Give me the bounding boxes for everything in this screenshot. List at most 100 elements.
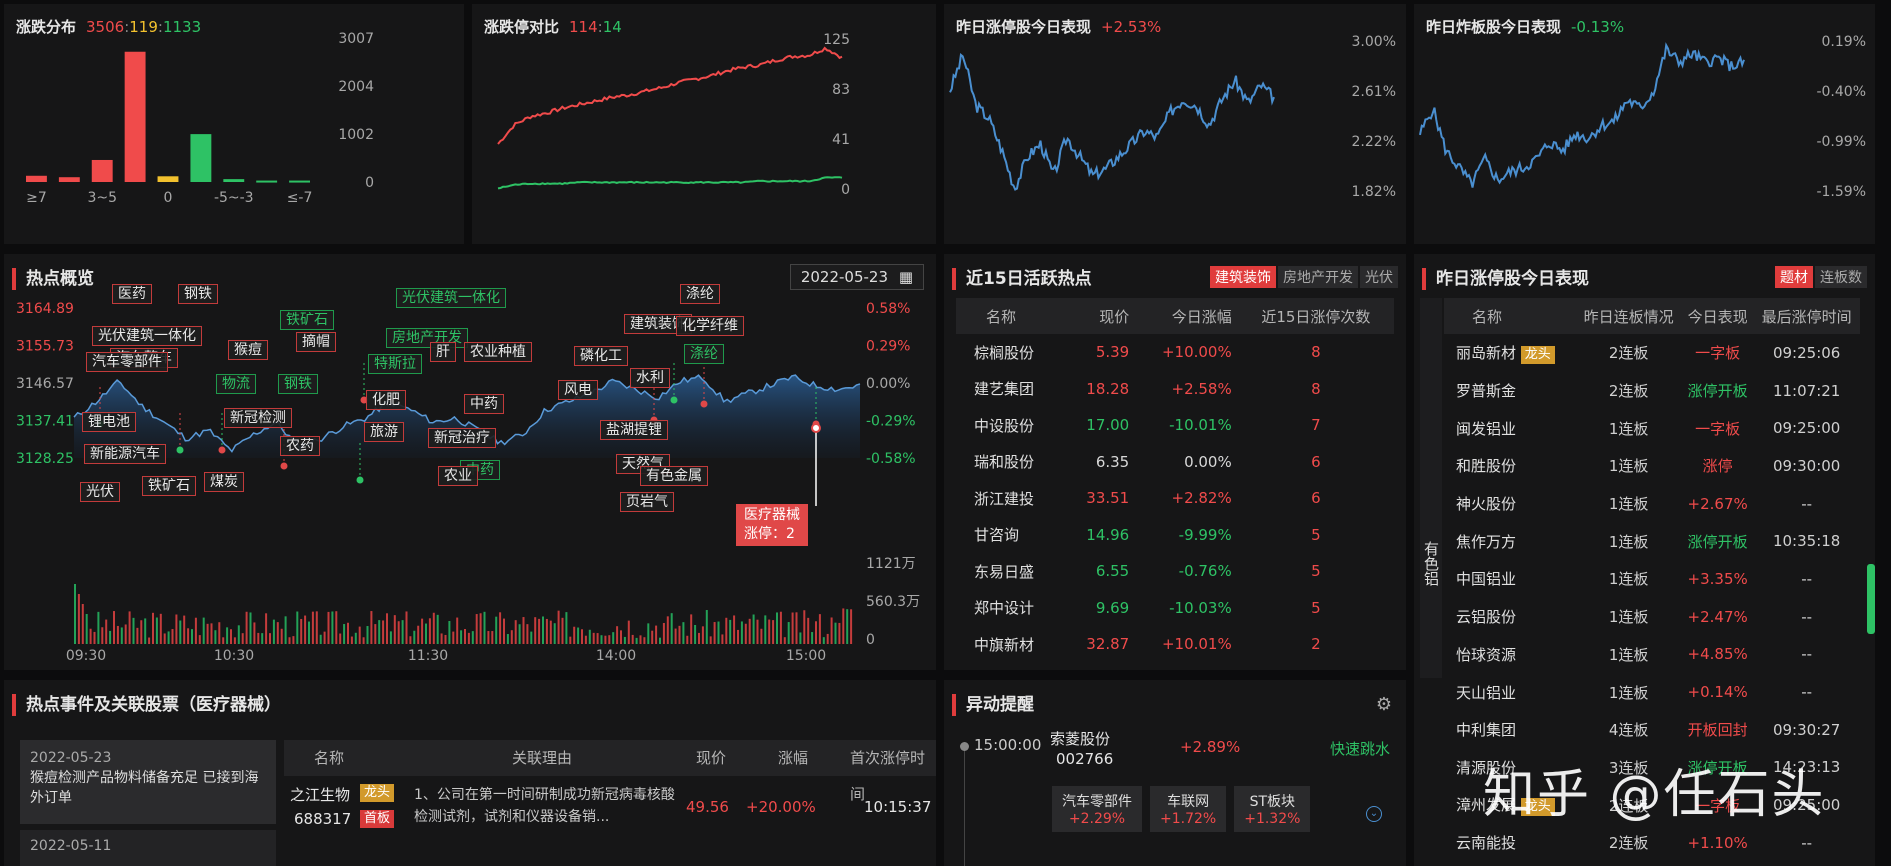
sector-chip[interactable]: 汽车零部件 +2.29% [1052, 786, 1142, 832]
hot-topic-tag[interactable]: 肝 [430, 342, 456, 362]
table-row[interactable]: 瑞和股份 6.35 0.00% 6 [956, 444, 1394, 481]
hot-topic-tag[interactable]: 医药 [112, 284, 152, 304]
table-row[interactable]: 云铝股份 1连板 +2.47% -- [1444, 598, 1860, 636]
hot-topic-tag[interactable]: 涤纶 [680, 284, 720, 304]
hot-topic-tag[interactable]: 光伏建筑一体化 [396, 288, 506, 308]
tab-board-count[interactable]: 连板数 [1815, 266, 1867, 288]
table-row[interactable]: 漳州发展 龙头 2连板 一字板 09:25:00 [1444, 786, 1860, 824]
expand-icon[interactable]: ⌄ [1366, 806, 1382, 822]
hot-topic-tag[interactable]: 物流 [216, 374, 256, 394]
volume-bar [623, 636, 626, 644]
hot-topic-tag[interactable]: 铁矿石 [142, 476, 196, 496]
hot-topic-tag[interactable]: 钢铁 [278, 374, 318, 394]
col-price[interactable]: 现价 [1099, 307, 1130, 326]
scrollbar[interactable] [1867, 564, 1875, 634]
active-hot-tabs: 建筑装饰 房地产开发 光伏 [1208, 266, 1398, 288]
hot-topic-tag[interactable]: 光伏建筑一体化 [92, 326, 202, 346]
hot-topic-tag[interactable]: 有色金属 [640, 466, 708, 486]
alert-stock-name[interactable]: 索菱股份 [1050, 730, 1111, 748]
table-row[interactable]: 焦作万方 1连板 涨停开板 10:35:18 [1444, 522, 1860, 560]
table-row[interactable]: 天山铝业 1连板 +0.14% -- [1444, 673, 1860, 711]
watermark: 知乎 @任石头 [1483, 765, 1826, 825]
hot-topic-tag[interactable]: 农业 [438, 466, 478, 486]
col-last-limit-time[interactable]: 最后涨停时间 [1761, 307, 1852, 326]
table-row[interactable]: 清源股份 3连板 涨停开板 14:23:13 [1444, 749, 1860, 787]
event-item[interactable]: 2022-05-23 猴痘检测产品物料储备充足 已接到海外订单 [20, 740, 276, 824]
hot-topic-tag[interactable]: 磷化工 [574, 346, 628, 366]
hot-topic-tag[interactable]: 汽车零部件 [86, 352, 168, 372]
table-row[interactable]: 怡球资源 1连板 +4.85% -- [1444, 636, 1860, 674]
volume-bar [444, 634, 447, 644]
volume-bar [89, 628, 92, 644]
hot-topic-tag[interactable]: 中药 [464, 394, 504, 414]
y-left-label: 3164.89 [16, 301, 74, 317]
col-reason[interactable]: 关联理由 [512, 749, 573, 767]
table-row[interactable]: 棕榈股份 5.39 +10.00% 8 [956, 334, 1394, 371]
col-price[interactable]: 现价 [696, 749, 727, 767]
hot-topic-tag[interactable]: 农药 [280, 436, 320, 456]
col-name[interactable]: 名称 [986, 307, 1017, 326]
tab-photovoltaic[interactable]: 光伏 [1360, 266, 1398, 288]
tab-theme[interactable]: 题材 [1775, 266, 1813, 288]
col-first-limit-time[interactable]: 首次涨停时间 [850, 749, 926, 803]
table-row[interactable]: 浙江建投 33.51 +2.82% 6 [956, 480, 1394, 517]
table-row[interactable]: 云南能投 2连板 +1.10% -- [1444, 824, 1860, 862]
table-row[interactable]: 中国铝业 1连板 +3.35% -- [1444, 560, 1860, 598]
tab-real-estate[interactable]: 房地产开发 [1278, 266, 1358, 288]
hot-topic-tag[interactable]: 特斯拉 [368, 354, 422, 374]
col-change[interactable]: 今日涨幅 [1171, 307, 1232, 326]
event-stock-row[interactable]: 之江生物 688317 龙头 首板 1、公司在第一时间研制成功新冠病毒核酸检测试… [284, 780, 936, 840]
table-row[interactable]: 闽发铝业 1连板 一字板 09:25:00 [1444, 409, 1860, 447]
sector-chip[interactable]: ST板块 +1.32% [1234, 786, 1311, 832]
table-row[interactable]: 丽岛新材 龙头 2连板 一字板 09:25:06 [1444, 334, 1860, 372]
hot-topic-tag[interactable]: 页岩气 [620, 492, 674, 512]
hot-topic-tag[interactable]: 煤炭 [204, 472, 244, 492]
alert-sector-chips: 汽车零部件 +2.29% 车联网 +1.72% ST板块 +1.32% [1052, 786, 1311, 832]
sector-chip[interactable]: 车联网 +1.72% [1150, 786, 1227, 832]
settings-icon[interactable]: ⚙ [1375, 694, 1392, 715]
table-row[interactable]: 建艺集团 18.28 +2.58% 8 [956, 371, 1394, 408]
tab-construction-decor[interactable]: 建筑装饰 [1210, 266, 1276, 288]
sector-label[interactable]: 有色铝 [1420, 298, 1442, 678]
hot-topic-tag[interactable]: 风电 [558, 380, 598, 400]
hot-topic-tag[interactable]: 旅游 [364, 422, 404, 442]
hot-topic-tag[interactable]: 新冠治疗 [428, 428, 496, 448]
date-picker[interactable]: 2022-05-23 ▦ [789, 264, 924, 290]
table-row[interactable]: 中设股份 17.00 -10.01% 7 [956, 407, 1394, 444]
hot-topic-tag[interactable]: 铁矿石 [280, 310, 334, 330]
volume-bar [573, 626, 576, 644]
table-row[interactable]: 中利集团 4连板 开板回封 09:30:27 [1444, 711, 1860, 749]
table-row[interactable]: 东易日盛 6.55 -0.76% 5 [956, 553, 1394, 590]
volume-bar [311, 611, 314, 644]
hot-topic-tag[interactable]: 摘帽 [296, 332, 336, 352]
hot-topic-tag[interactable]: 建筑装饰 [624, 314, 692, 334]
col-today-perf[interactable]: 今日表现 [1687, 307, 1748, 326]
hot-topic-tag[interactable]: 化学纤维 [676, 316, 744, 336]
col-name[interactable]: 名称 [314, 749, 345, 767]
volume-bar [288, 637, 291, 644]
event-item[interactable]: 2022-05-11 [20, 830, 276, 866]
hot-topic-tag[interactable]: 新冠检测 [224, 408, 292, 428]
table-row[interactable]: 甘咨询 14.96 -9.99% 5 [956, 517, 1394, 554]
table-row[interactable]: 中旗新材 32.87 +10.01% 2 [956, 626, 1394, 663]
hot-topic-tag[interactable]: 猴痘 [228, 340, 268, 360]
hot-topic-tag[interactable]: 水利 [630, 368, 670, 388]
hot-topic-tag[interactable]: 光伏 [80, 482, 120, 502]
hot-topic-tag[interactable]: 涤纶 [684, 344, 724, 364]
hot-topic-tag[interactable]: 农业种植 [464, 342, 532, 362]
board-status: 2连板 [1608, 344, 1649, 363]
volume-bar [779, 611, 782, 644]
hot-topic-tag[interactable]: 锂电池 [82, 412, 136, 432]
table-row[interactable]: 郑中设计 9.69 -10.03% 5 [956, 590, 1394, 627]
table-row[interactable]: 神火股份 1连板 +2.67% -- [1444, 485, 1860, 523]
col-change[interactable]: 涨幅 [778, 749, 809, 767]
hot-topic-tag[interactable]: 化肥 [366, 390, 406, 410]
hot-topic-tag[interactable]: 钢铁 [178, 284, 218, 304]
table-row[interactable]: 罗普斯金 2连板 涨停开板 11:07:21 [1444, 372, 1860, 410]
col-board-status[interactable]: 昨日连板情况 [1583, 307, 1674, 326]
hot-topic-tag[interactable]: 盐湖提锂 [600, 420, 668, 440]
col-name[interactable]: 名称 [1472, 307, 1503, 326]
hot-topic-tag[interactable]: 新能源汽车 [84, 444, 166, 464]
col-limit-count[interactable]: 近15日涨停次数 [1261, 307, 1371, 326]
table-row[interactable]: 和胜股份 1连板 涨停 09:30:00 [1444, 447, 1860, 485]
